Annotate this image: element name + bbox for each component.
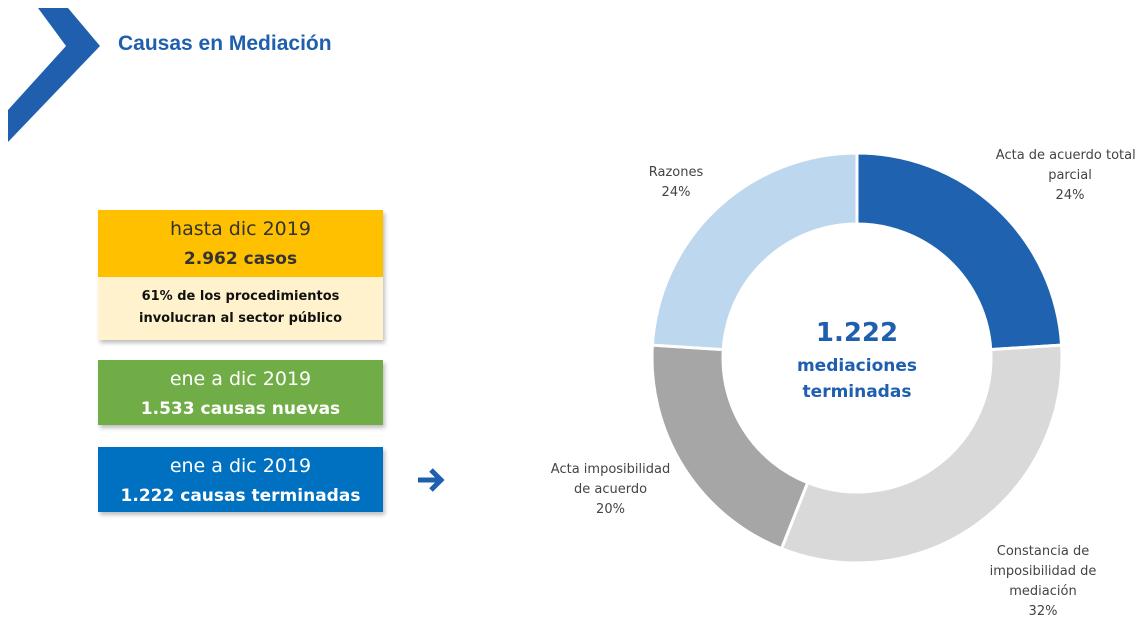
center-text: mediaciones [796,356,918,376]
value-label: 24% [661,185,691,200]
value-label: 32% [1028,604,1058,619]
box-yellow: hasta dic 2019 2.962 casos [98,210,383,277]
box-line: 2.962 casos [183,249,298,269]
donut [650,151,1064,565]
category-label: Acta imposibilidad de acuerdo [550,462,671,497]
category-label: Acta de acuerdo total / parcial [995,148,1137,183]
segment-label: Constancia de imposibilidad de mediación… [963,542,1123,622]
category-label: Constancia de imposibilidad de mediación [989,544,1097,599]
donut-segment [855,151,1064,352]
note-line: 61% de los procedimientos [141,289,340,304]
category-label: Razones [648,165,704,180]
center-text: terminadas [802,382,912,402]
box-line: ene a dic 2019 [169,368,312,390]
arrow-icon [418,468,445,492]
chevron [8,8,100,142]
center-value: 1.222 [815,318,899,348]
segment-label: Razones 24% [596,163,756,203]
box-note: 61% de los procedimientos involucran al … [98,277,383,340]
box-blue: ene a dic 2019 1.222 causas terminadas [98,447,383,512]
box-line: hasta dic 2019 [170,218,311,240]
note-line: involucran al sector público [138,311,342,326]
segment-label: Acta de acuerdo total / parcial 24% [990,146,1137,206]
donut-segment [650,151,859,352]
box-green: ene a dic 2019 1.533 causas nuevas [98,360,383,425]
box-line: ene a dic 2019 [169,455,312,477]
title: Causas en Mediación [118,32,332,55]
segment-label: Acta imposibilidad de acuerdo 20% [548,460,673,520]
value-label: 24% [1055,188,1085,203]
box-line: 1.222 causas terminadas [120,486,361,506]
value-label: 20% [596,502,625,517]
donut-segment [779,343,1064,565]
box-line: 1.533 causas nuevas [140,399,341,419]
